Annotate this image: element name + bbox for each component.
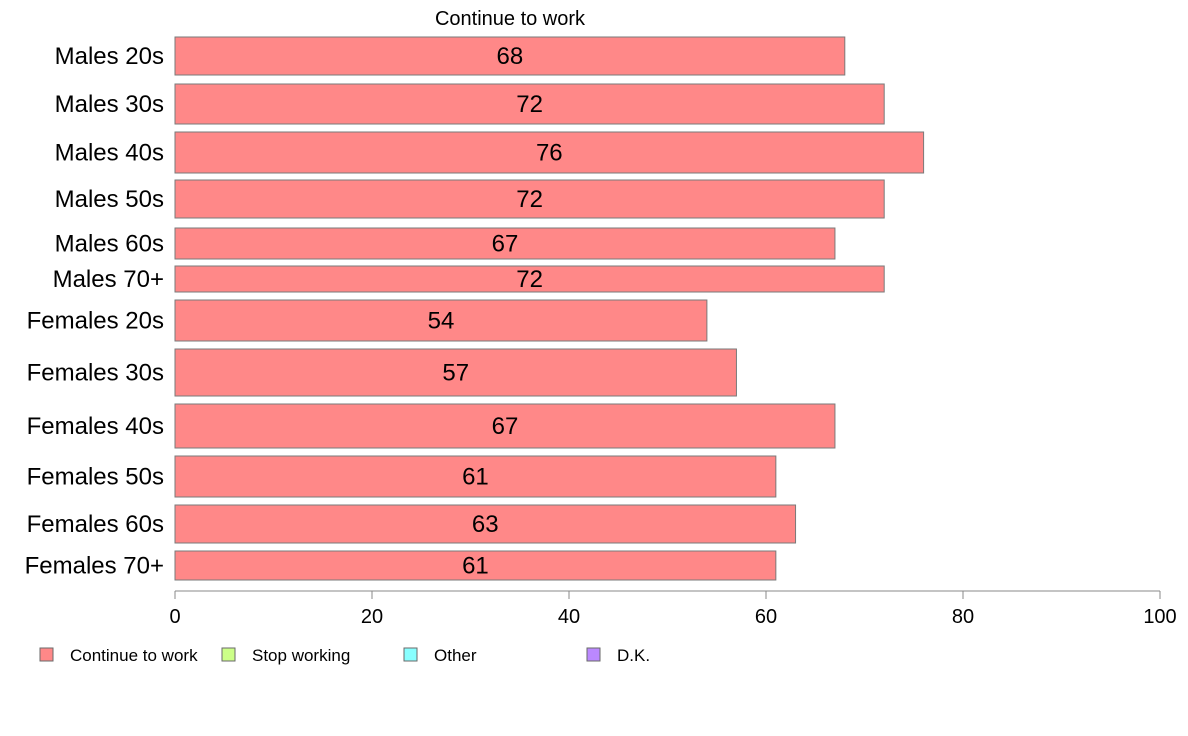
bar-value-label: 72 (516, 186, 543, 213)
category-label: Males 70+ (53, 266, 164, 293)
bar-value-label: 54 (428, 308, 455, 335)
bar-females-20s (174, 299, 708, 342)
x-tick-label: 60 (755, 606, 777, 628)
bar-value-label: 63 (472, 511, 499, 538)
legend-label: Continue to work (70, 646, 198, 665)
bar-males-20s (174, 36, 846, 76)
bar-males-60s (174, 227, 836, 260)
bar-males-50s (174, 179, 885, 219)
bar-value-label: 72 (516, 266, 543, 293)
bar-value-label: 67 (492, 231, 519, 258)
bar-females-60s (174, 504, 797, 544)
x-tick-label: 40 (558, 606, 580, 628)
category-label: Males 20s (55, 43, 164, 70)
category-label: Females 70+ (25, 553, 164, 580)
legend-label: Other (434, 646, 477, 665)
legend-label: D.K. (617, 646, 650, 665)
category-label: Males 30s (55, 91, 164, 118)
category-label: Females 50s (27, 464, 164, 491)
category-label: Females 20s (27, 308, 164, 335)
category-label: Males 40s (55, 140, 164, 167)
x-tick-label: 20 (361, 606, 383, 628)
x-tick-label: 80 (952, 606, 974, 628)
category-label: Males 50s (55, 186, 164, 213)
bar-value-label: 57 (442, 360, 469, 387)
bar-females-40s (174, 403, 836, 449)
category-labels: Males 20s Males 30s Males 40s Males 50s Male… (25, 43, 164, 580)
category-label: Females 60s (27, 511, 164, 538)
legend: Continue to work Stop working Other D.K. (39, 646, 650, 665)
legend-swatch (586, 647, 601, 662)
chart-title: Continue to work (435, 8, 586, 30)
bar-males-30s (174, 83, 885, 125)
legend-swatch (403, 647, 418, 662)
category-label: Females 40s (27, 413, 164, 440)
bar-value-label: 67 (492, 413, 519, 440)
legend-swatch (39, 647, 54, 662)
bar-value-label: 61 (462, 553, 489, 580)
legend-label: Stop working (252, 646, 350, 665)
bar-value-label: 68 (497, 43, 524, 70)
bar-females-50s (174, 455, 777, 498)
x-tick-label: 100 (1143, 606, 1176, 628)
bar-males-40s (174, 131, 925, 174)
bar-females-70plus (174, 550, 777, 581)
bar-value-label: 72 (516, 91, 543, 118)
category-label: Males 60s (55, 231, 164, 258)
x-axis: 0 20 40 60 80 100 (169, 590, 1177, 628)
category-label: Females 30s (27, 360, 164, 387)
x-tick-label: 0 (169, 606, 180, 628)
bar-females-30s (174, 348, 737, 397)
bar-males-70plus (174, 265, 885, 293)
bar-value-label: 76 (536, 140, 563, 167)
bar-value-label: 61 (462, 464, 489, 491)
legend-swatch (221, 647, 236, 662)
